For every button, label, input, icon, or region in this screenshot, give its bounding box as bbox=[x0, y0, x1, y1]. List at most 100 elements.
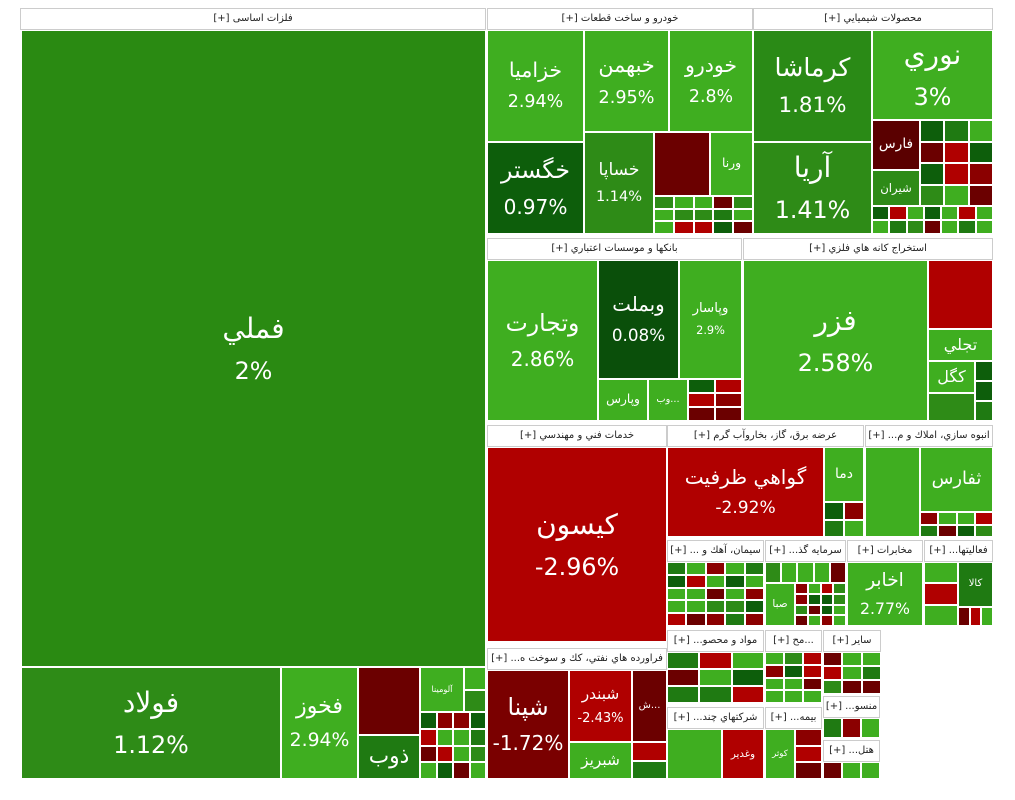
stock-tile[interactable]: تجلي bbox=[928, 329, 993, 361]
stock-name: دما bbox=[835, 465, 853, 482]
small-tile bbox=[842, 680, 862, 694]
small-tile bbox=[686, 562, 706, 575]
stock-tile[interactable]: شبريز bbox=[569, 742, 632, 779]
stock-tile[interactable]: نوري 3% bbox=[872, 30, 993, 120]
sector-header[interactable]: شركتهاي چند... [+] bbox=[667, 707, 764, 729]
stock-tile[interactable]: كگل bbox=[928, 361, 975, 393]
stock-change: -2.96% bbox=[534, 552, 620, 581]
stock-tile[interactable]: كوثر bbox=[765, 729, 795, 779]
small-tile bbox=[920, 512, 939, 525]
stock-change: 1.12% bbox=[113, 731, 189, 760]
stock-tile[interactable]: فزر 2.58% bbox=[743, 260, 928, 421]
small-tile bbox=[803, 652, 822, 665]
small-tile bbox=[667, 600, 687, 614]
stock-tile[interactable]: گواهي ظرفيت -2.92% bbox=[667, 447, 824, 537]
stock-change: 2% bbox=[234, 356, 273, 385]
small-tile bbox=[958, 607, 970, 626]
sector-header[interactable]: فراورده هاي نفتي، كك و سوخت ه... [+] bbox=[487, 648, 667, 670]
stock-tile[interactable]: وتجارت 2.86% bbox=[487, 260, 598, 421]
stock-change: -1.72% bbox=[492, 731, 564, 756]
stock-name: شپنا bbox=[507, 692, 549, 721]
stock-tile[interactable]: وپارس bbox=[598, 379, 648, 421]
small-tile bbox=[632, 760, 667, 779]
stock-tile[interactable]: دما bbox=[824, 447, 864, 502]
small-tile bbox=[865, 447, 920, 537]
sector-header[interactable]: استخراج كانه هاي فلزي [+] bbox=[743, 238, 993, 260]
sector-header[interactable]: بانكها و موسسات اعتباري [+] bbox=[487, 238, 742, 260]
small-tile bbox=[420, 745, 437, 763]
stock-name: كيسون bbox=[536, 507, 618, 541]
sector-header[interactable]: فلزات اساسی [+] bbox=[20, 8, 486, 30]
small-tile bbox=[784, 690, 803, 703]
small-tile bbox=[781, 562, 798, 583]
small-tile bbox=[725, 613, 745, 626]
stock-tile[interactable]: شبندر -2.43% bbox=[569, 670, 632, 742]
sector-header[interactable]: هتل... [+] bbox=[823, 740, 880, 762]
sector-header[interactable]: منسو... [+] bbox=[823, 696, 880, 718]
stock-name: شيران bbox=[880, 180, 912, 195]
small-tile bbox=[795, 762, 822, 779]
stock-tile[interactable]: كيسون -2.96% bbox=[487, 447, 667, 642]
sector-header[interactable]: بيمه... [+] bbox=[765, 707, 822, 729]
small-tile bbox=[956, 512, 975, 525]
stock-tile[interactable]: اخابر 2.77% bbox=[847, 562, 923, 626]
small-tile bbox=[844, 502, 864, 520]
small-tile bbox=[906, 220, 924, 234]
sector-header[interactable]: خودرو و ساخت قطعات [+] bbox=[487, 8, 753, 30]
small-tile bbox=[744, 587, 764, 601]
stock-tile[interactable]: خگستر 0.97% bbox=[487, 142, 584, 234]
small-tile bbox=[944, 163, 969, 185]
stock-tile[interactable]: صبا bbox=[765, 583, 795, 626]
stock-tile[interactable]: كالا bbox=[958, 562, 993, 607]
sector-header[interactable]: محصولات شيميايي [+] bbox=[753, 8, 993, 30]
stock-tile[interactable]: كرماشا 1.81% bbox=[753, 30, 872, 142]
stock-tile[interactable]: شيران bbox=[872, 170, 920, 206]
sector-header[interactable]: ساير [+] bbox=[823, 630, 881, 652]
stock-tile[interactable]: وپاسار 2.9% bbox=[679, 260, 742, 379]
stock-tile[interactable]: ش... bbox=[632, 670, 667, 742]
small-tile bbox=[958, 206, 976, 220]
stock-tile[interactable]: فملي 2% bbox=[21, 30, 486, 667]
stock-tile[interactable]: خساپا 1.14% bbox=[584, 132, 654, 234]
small-tile bbox=[744, 600, 764, 614]
stock-name: خساپا bbox=[598, 159, 640, 180]
stock-tile[interactable]: فخوز 2.94% bbox=[281, 667, 358, 779]
sector-header[interactable]: سرمايه گذ... [+] bbox=[765, 540, 846, 562]
small-tile bbox=[842, 652, 862, 666]
sector-header[interactable]: مواد و محصو... [+] bbox=[667, 630, 764, 652]
stock-tile[interactable]: شپنا -1.72% bbox=[487, 670, 569, 779]
small-tile bbox=[420, 762, 437, 779]
sector-header[interactable]: مخابرات [+] bbox=[847, 540, 923, 562]
small-tile bbox=[453, 712, 470, 729]
stock-tile[interactable]: وبملت 0.08% bbox=[598, 260, 679, 379]
stock-tile[interactable]: فولاد 1.12% bbox=[21, 667, 281, 779]
stock-tile[interactable]: خودرو 2.8% bbox=[669, 30, 753, 132]
stock-tile[interactable]: وغدير bbox=[722, 729, 764, 779]
small-tile bbox=[923, 206, 942, 220]
sector-header[interactable]: فعاليتها... [+] bbox=[924, 540, 993, 562]
stock-tile[interactable]: ذوب bbox=[358, 735, 420, 779]
stock-name: كالا bbox=[968, 578, 983, 590]
sector-header[interactable]: عرضه برق، گاز، بخاروآب گرم [+] bbox=[667, 425, 864, 447]
stock-tile[interactable]: وب... bbox=[648, 379, 688, 421]
stock-name: وپارس bbox=[606, 392, 640, 407]
small-tile bbox=[861, 718, 880, 738]
stock-tile[interactable]: ورنا bbox=[710, 132, 753, 196]
sector-header[interactable]: ...مح [+] bbox=[765, 630, 822, 652]
small-tile bbox=[784, 652, 803, 665]
stock-tile[interactable]: آريا 1.41% bbox=[753, 142, 872, 234]
small-tile bbox=[968, 141, 993, 163]
stock-tile[interactable]: خزاميا 2.94% bbox=[487, 30, 584, 142]
sector-header[interactable]: سيمان، آهك و ... [+] bbox=[667, 540, 764, 562]
stock-change: 1.81% bbox=[778, 93, 847, 119]
stock-tile[interactable]: خبهمن 2.95% bbox=[584, 30, 669, 132]
stock-tile[interactable]: فارس bbox=[872, 120, 920, 170]
stock-tile[interactable]: ثفارس bbox=[920, 447, 993, 512]
small-tile bbox=[944, 120, 969, 142]
sector-header[interactable]: خدمات فني و مهندسي [+] bbox=[487, 425, 667, 447]
stock-tile[interactable]: آلومينا bbox=[420, 667, 464, 712]
small-tile bbox=[469, 745, 486, 763]
sector-header[interactable]: انبوه سازي، املاك و م... [+] bbox=[865, 425, 993, 447]
stock-name: وتجارت bbox=[505, 308, 580, 337]
small-tile bbox=[686, 587, 706, 601]
